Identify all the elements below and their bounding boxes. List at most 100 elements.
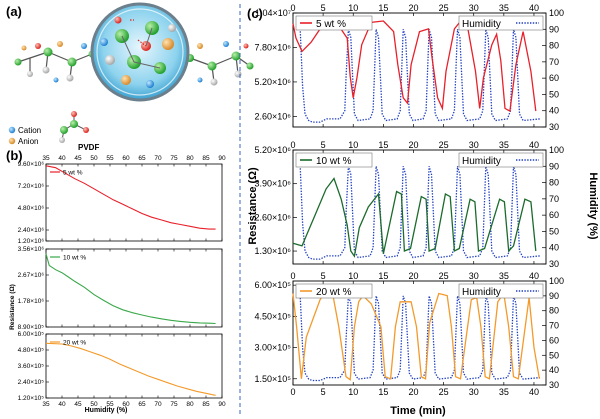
panel-c-humidity-legend-label: Humidity (462, 19, 501, 30)
panel-c-humidity-tick-label: 40 (549, 243, 559, 253)
panel-a-illustration: (a) (6, 2, 254, 152)
panel-c-ytick-label: 1.50×10⁵ (254, 374, 291, 384)
panel-b-bottom-tick-label: 90 (218, 401, 226, 408)
panel-a-label: (a) (6, 4, 22, 19)
panel-c-humidity-tick-label: 50 (549, 89, 559, 99)
panel-c-legend-label: 20 wt % (316, 287, 352, 298)
panel-c-xtick-label: 15 (378, 140, 388, 150)
panel-c-xtick-label: 5 (321, 140, 326, 150)
panel-b-frame (45, 163, 223, 242)
panel-b-legend-label: 5 wt % (63, 170, 83, 177)
panel-c-ytick-label: 3.90×10⁶ (255, 179, 292, 189)
panel-b-bottom-tick-label: 35 (42, 401, 50, 408)
panel-b-top-tick-label: 50 (90, 155, 98, 162)
panel-c-humidity-tick-label: 70 (549, 321, 559, 331)
panel-c-label: (c) (247, 6, 263, 21)
panel-c-ytick-label: 2.60×10⁶ (255, 212, 292, 222)
panel-b-ytick-label: 1.78×10⁶ (18, 298, 45, 305)
panel-b-top-tick-label: 75 (170, 155, 178, 162)
panel-c-legend-box (295, 15, 373, 31)
panel-c-humidity-tick-label: 90 (549, 24, 559, 34)
panel-c-xtick-label: 15 (378, 271, 388, 281)
panel-c-frame (292, 149, 547, 265)
panel-b-ytick-label: 1.20×10⁵ (18, 395, 45, 402)
panel-c-frame (292, 280, 547, 386)
panel-c-xtick-label: 25 (439, 3, 449, 13)
panel-c-resistance-line (292, 17, 537, 113)
panel-c-resistance-line (292, 288, 541, 382)
panel-c-xtick-label: 30 (469, 140, 479, 150)
panel-b-ytick-label: 4.80×10⁶ (18, 205, 45, 212)
panel-b-ytick-label: 8.90×10⁵ (18, 324, 45, 331)
panel-c-xtick-label: 40 (529, 140, 539, 150)
panel-b-top-tick-label: 45 (74, 155, 82, 162)
panel-b-bottom-tick-label: 60 (122, 401, 130, 408)
panel-c: (c) Resistance (Ω) Humidity (%) Time (mi… (247, 6, 599, 417)
panel-c-humidity-legend-box (458, 152, 544, 168)
panel-b-bottom-tick-label: 45 (74, 401, 82, 408)
panel-c-humidity-tick-label: 40 (549, 365, 559, 375)
panel-c-xtick-label: 5 (321, 3, 326, 13)
panel-c-ytick-label: 7.80×10⁶ (255, 42, 292, 52)
panel-c-humidity-tick-label: 80 (549, 306, 559, 316)
panel-c-xtick-label: 40 (529, 271, 539, 281)
panel-c-xtick-label: 30 (469, 3, 479, 13)
panel-b-series-line (45, 253, 216, 325)
panel-b-series-line (45, 342, 216, 396)
pvdf-label: PVDF (78, 143, 99, 152)
panel-c-humidity-tick-label: 70 (549, 57, 559, 67)
panel-b-label: (b) (6, 148, 23, 163)
panel-b-xlabel: Humidity (%) (85, 407, 128, 414)
panel-b-legend-label: 10 wt % (63, 255, 86, 262)
panel-c-ylabel-left: Resistance (Ω) (247, 167, 259, 245)
panel-b-bottom-tick-label: 70 (154, 401, 162, 408)
panel-c-xtick-label: 20 (408, 140, 418, 150)
panel-c-humidity-legend-box (458, 15, 544, 31)
panel-c-humidity-tick-label: 50 (549, 350, 559, 360)
anion-sphere-icon (8, 137, 16, 145)
panel-c-subplot: 1.30×10⁶2.60×10⁶3.90×10⁶5.20×10⁶30405060… (255, 140, 565, 269)
panel-b-series-line (45, 165, 216, 230)
panel-b-subplot: 1.20×10⁵ 2.40×10⁵ 3.60×10⁵ 4.80×10⁵ 6.00×10⁵… (18, 331, 223, 402)
panel-c-ytick-label: 2.60×10⁶ (255, 111, 292, 121)
panel-c-legend-box (295, 283, 373, 299)
panel-c-legend-label: 5 wt % (316, 19, 346, 30)
panel-c-ytick-label: 5.20×10⁶ (255, 145, 292, 155)
panel-c-xtick-label: 35 (499, 271, 509, 281)
panel-c-humidity-tick-label: 40 (549, 106, 559, 116)
panel-c-xtick-label: 25 (439, 140, 449, 150)
panel-b-ytick-label: 1.20×10⁶ (18, 238, 45, 245)
panel-c-humidity-tick-label: 50 (549, 226, 559, 236)
panel-c-xtick-label: 0 (290, 140, 295, 150)
cation-sphere-icon (8, 126, 16, 134)
ionic-liquid-droplet-icon (90, 2, 190, 102)
panel-c-subplot: 2.60×10⁶5.20×10⁶7.80×10⁶1.04×10⁷30405060… (255, 3, 565, 132)
panel-c-xtick-label: 20 (408, 3, 418, 13)
panel-c-humidity-tick-label: 80 (549, 178, 559, 188)
panel-b-top-tick-label: 35 (42, 155, 50, 162)
panel-b-top-tick-label: 85 (202, 155, 210, 162)
panel-c-xtick-label: 15 (378, 3, 388, 13)
panel-b: (b) Resistance (Ω) Humidity (%) (6, 148, 127, 414)
panel-c-bottom-xtick-label: 25 (439, 387, 449, 397)
legend-cation: Cation (18, 126, 41, 135)
panel-c-xtick-label: 20 (408, 271, 418, 281)
panel-c-ylabel-right: Humidity (%) (587, 172, 599, 240)
panel-b-ytick-label: 9.60×10⁶ (18, 161, 45, 168)
panel-b-bottom-tick-label: 80 (186, 401, 194, 408)
panel-c-ytick-label: 4.50×10⁵ (254, 311, 291, 321)
panel-c-xtick-label: 10 (348, 140, 358, 150)
panel-c-humidity-tick-label: 100 (549, 8, 564, 18)
panel-c-xtick-label: 30 (469, 271, 479, 281)
panel-c-humidity-legend-label: Humidity (462, 156, 501, 167)
panel-c-humidity-tick-label: 90 (549, 291, 559, 301)
panel-c-subplot: 1.50×10⁵3.00×10⁵4.50×10⁵6.00×10⁵30405060… (254, 271, 564, 397)
panel-c-humidity-tick-label: 60 (549, 335, 559, 345)
panel-b-top-tick-label: 55 (106, 155, 114, 162)
panel-c-humidity-tick-label: 30 (549, 259, 559, 269)
panel-b-ytick-label: 7.20×10⁶ (18, 183, 45, 190)
panel-c-xtick-label: 0 (290, 271, 295, 281)
panel-c-resistance-line (292, 177, 537, 258)
panel-b-top-tick-label: 80 (186, 155, 194, 162)
